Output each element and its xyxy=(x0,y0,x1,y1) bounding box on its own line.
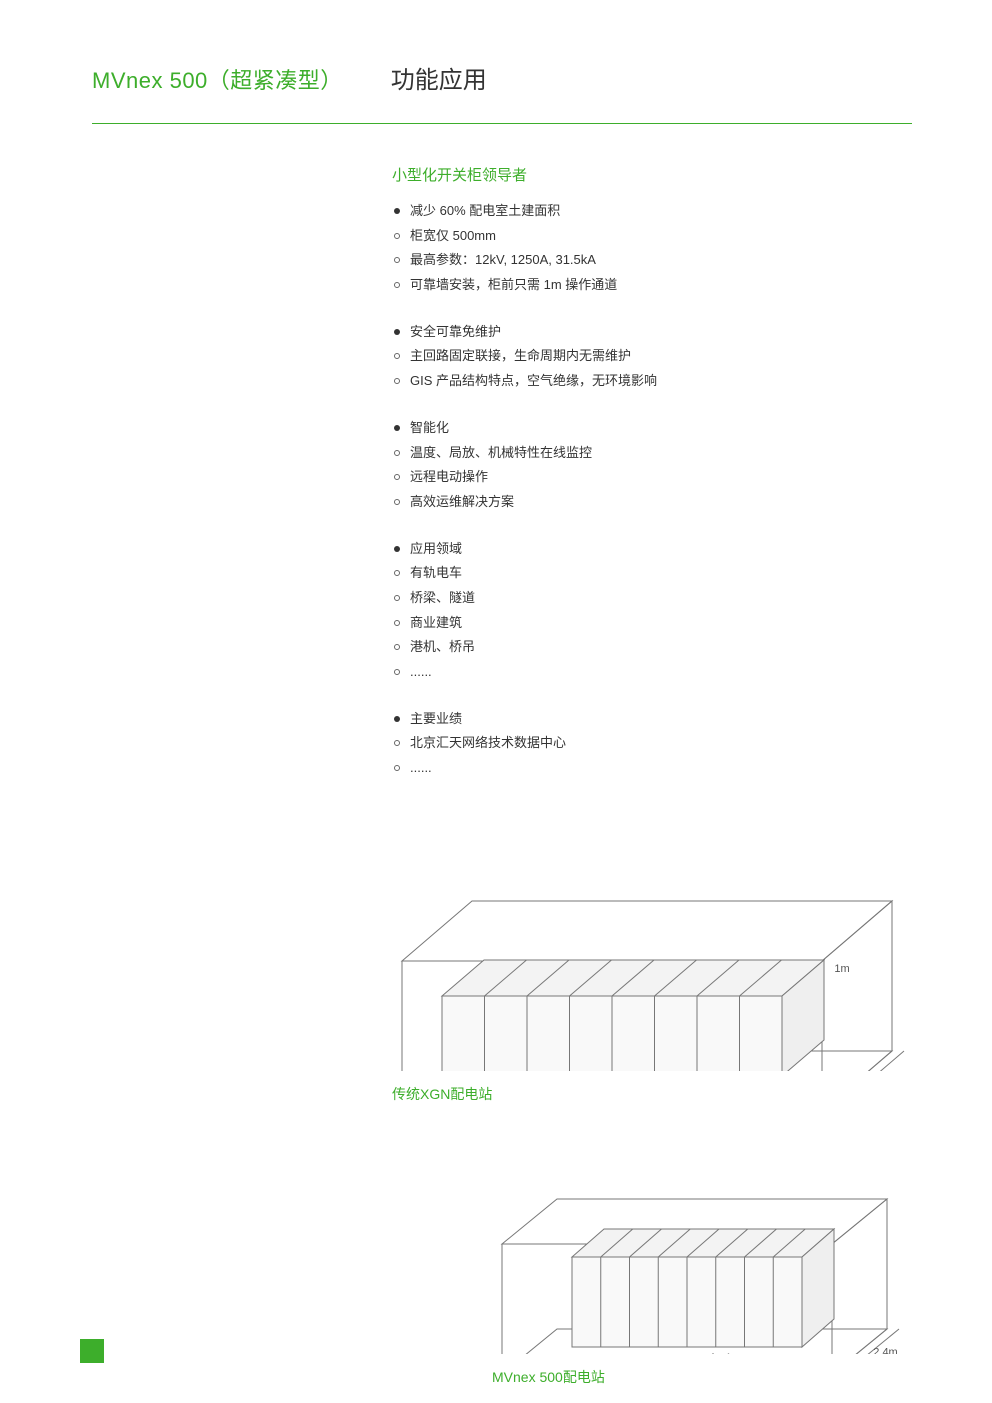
bullet-group: 智能化温度、局放、机械特性在线监控远程电动操作高效运维解决方案 xyxy=(392,416,912,515)
list-item: 智能化 xyxy=(392,416,912,441)
footer-square-icon xyxy=(80,1339,104,1363)
bullet-group: 安全可靠免维护主回路固定联接，生命周期内无需维护GIS 产品结构特点，空气绝缘，… xyxy=(392,320,912,394)
list-item: ...... xyxy=(392,660,912,685)
list-item: 最高参数：12kV, 1250A, 31.5kA xyxy=(392,248,912,273)
bullet-group: 减少 60% 配电室土建面积柜宽仅 500mm最高参数：12kV, 1250A,… xyxy=(392,199,912,298)
list-item: 商业建筑 xyxy=(392,611,912,636)
list-item: 桥梁、隧道 xyxy=(392,586,912,611)
bullet-group: 应用领域有轨电车桥梁、隧道商业建筑港机、桥吊...... xyxy=(392,537,912,685)
page: MVnex 500（超紧凑型） 功能应用 小型化开关柜领导者 减少 60% 配电… xyxy=(0,0,992,1403)
diagram-caption-2: MVnex 500配电站 xyxy=(492,1367,912,1387)
list-item: 主回路固定联接，生命周期内无需维护 xyxy=(392,344,912,369)
feature-lists: 减少 60% 配电室土建面积柜宽仅 500mm最高参数：12kV, 1250A,… xyxy=(392,199,912,781)
list-item: 可靠墙安装，柜前只需 1m 操作通道 xyxy=(392,273,912,298)
content: 小型化开关柜领导者 减少 60% 配电室土建面积柜宽仅 500mm最高参数：12… xyxy=(392,164,912,1387)
diagram-traditional: 9.6m4.5m2m1m 传统XGN配电站 xyxy=(392,811,912,1104)
title-right: 功能应用 xyxy=(391,60,487,95)
list-item: 有轨电车 xyxy=(392,561,912,586)
header: MVnex 500（超紧凑型） 功能应用 xyxy=(92,60,912,95)
room-diagram: 9.6m4.5m2m1m xyxy=(392,811,912,1071)
bullet-group: 主要业绩北京汇天网络技术数据中心...... xyxy=(392,707,912,781)
list-item: 北京汇天网络技术数据中心 xyxy=(392,731,912,756)
list-item: 安全可靠免维护 xyxy=(392,320,912,345)
svg-text:1m: 1m xyxy=(834,963,849,975)
section-title: 小型化开关柜领导者 xyxy=(392,164,912,185)
list-item: 港机、桥吊 xyxy=(392,635,912,660)
list-item: 减少 60% 配电室土建面积 xyxy=(392,199,912,224)
header-rule xyxy=(92,123,912,124)
diagram-mvnex: 6.6m2.4m1m MVnex 500配电站 xyxy=(492,1134,912,1387)
list-item: 高效运维解决方案 xyxy=(392,490,912,515)
list-item: ...... xyxy=(392,756,912,781)
svg-text:2.4m: 2.4m xyxy=(873,1346,897,1354)
room-diagram: 6.6m2.4m1m xyxy=(492,1134,912,1354)
list-item: GIS 产品结构特点，空气绝缘，无环境影响 xyxy=(392,369,912,394)
title-left: MVnex 500（超紧凑型） xyxy=(92,63,343,95)
svg-text:1m: 1m xyxy=(725,1352,740,1354)
list-item: 柜宽仅 500mm xyxy=(392,224,912,249)
diagram-caption-1: 传统XGN配电站 xyxy=(392,1084,912,1104)
list-item: 温度、局放、机械特性在线监控 xyxy=(392,441,912,466)
list-item: 远程电动操作 xyxy=(392,465,912,490)
list-item: 应用领域 xyxy=(392,537,912,562)
list-item: 主要业绩 xyxy=(392,707,912,732)
